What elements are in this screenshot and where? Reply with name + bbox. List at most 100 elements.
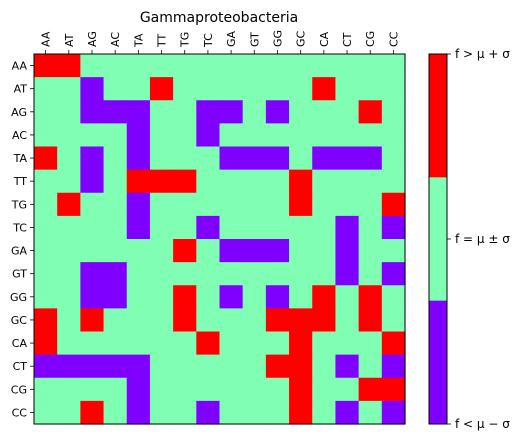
heatmap-cell-CC-GT — [242, 400, 267, 425]
heatmap-cell-GG-TT — [149, 285, 174, 309]
y-tick-label: TG — [11, 198, 27, 211]
heatmap-cell-GG-CC — [381, 285, 406, 309]
heatmap-cell-CG-CC — [381, 377, 406, 402]
x-tick-label: GG — [271, 30, 284, 47]
heatmap-cell-TC-CG — [358, 215, 383, 240]
x-tick-label: GA — [225, 30, 238, 47]
y-tick-label: AA — [12, 60, 28, 73]
heatmap-cell-TT-TA — [126, 169, 151, 194]
heatmap-cell-AG-CG — [358, 100, 383, 124]
heatmap-cell-AC-GC — [289, 123, 313, 148]
heatmap-cell-CT-GG — [265, 354, 290, 379]
heatmap-cell-CT-GC — [289, 354, 313, 379]
heatmap-cell-TA-CC — [381, 146, 406, 171]
heatmap-cell-AC-TA — [126, 123, 151, 148]
heatmap-cell-TC-TA — [126, 215, 151, 240]
heatmap-cell-CT-CT — [335, 354, 360, 379]
heatmap-cell-CT-GT — [242, 354, 267, 379]
heatmap-frame — [33, 53, 406, 425]
heatmap-cell-CT-AG — [80, 354, 105, 379]
heatmap-cell-AA-AC — [103, 54, 128, 78]
heatmap-cell-CA-GT — [242, 331, 267, 356]
heatmap-cell-GT-GC — [289, 262, 313, 286]
heatmap-cell-CT-CG — [358, 354, 383, 379]
heatmap-cell-CG-TT — [149, 377, 174, 402]
heatmap-cell-CC-CA — [312, 400, 337, 425]
y-tick-label: AG — [11, 106, 27, 119]
heatmap-cell-AG-AC — [103, 100, 128, 124]
y-tick-label: CA — [12, 337, 28, 350]
x-tick-label: GC — [295, 30, 308, 47]
heatmap-cell-AG-CC — [381, 100, 406, 124]
heatmap-cell-CC-TA — [126, 400, 151, 425]
heatmap-cell-CG-CT — [335, 377, 360, 402]
y-tick-label: GT — [12, 268, 27, 281]
heatmap-cell-TG-TG — [173, 192, 197, 217]
heatmap-cell-AA-AA — [34, 54, 58, 78]
heatmap-cell-GA-AG — [80, 239, 105, 263]
heatmap-cell-GT-AG — [80, 262, 105, 286]
heatmap-cell-CG-GT — [242, 377, 267, 402]
heatmap-cell-TG-AT — [57, 192, 81, 217]
heatmap-cell-TA-AG — [80, 146, 105, 171]
heatmap-cell-TG-GT — [242, 192, 267, 217]
heatmap-cell-TC-GG — [265, 215, 290, 240]
heatmap-cell-GC-CA — [312, 308, 337, 333]
heatmap-cell-AC-GT — [242, 123, 267, 148]
colorbar-segment — [429, 177, 447, 302]
heatmap-cell-AT-GG — [265, 77, 290, 101]
heatmap-cell-AC-AG — [80, 123, 105, 148]
heatmap-cell-GA-CA — [312, 239, 337, 263]
heatmap-cell-TA-GA — [219, 146, 244, 171]
heatmap-cell-CC-AC — [103, 400, 128, 425]
heatmap-cell-GG-TG — [173, 285, 197, 309]
heatmap-cell-TT-GG — [265, 169, 290, 194]
heatmap-cell-TA-AA — [34, 146, 58, 171]
heatmap-cell-TT-TT — [149, 169, 174, 194]
heatmap-cell-CT-CA — [312, 354, 337, 379]
heatmap-cell-CT-TC — [196, 354, 221, 379]
heatmap-cell-TC-CT — [335, 215, 360, 240]
heatmap-cell-CG-TC — [196, 377, 221, 402]
heatmap-cell-GC-GC — [289, 308, 313, 333]
heatmap-cell-TG-CG — [358, 192, 383, 217]
heatmap-cell-TT-GT — [242, 169, 267, 194]
heatmap-cell-TG-TT — [149, 192, 174, 217]
heatmap-cell-GT-GA — [219, 262, 244, 286]
heatmap-cell-TT-TG — [173, 169, 197, 194]
heatmap-ticks: AA AT AG AC TA TT TG TC GA GT GG GC CA CT CG CC AA AT AG AC… — [10, 30, 400, 420]
colorbar: f > μ + σ f = μ ± σ f < μ − σ — [428, 47, 510, 431]
heatmap-cell-AA-TA — [126, 54, 151, 78]
heatmap-cell-GA-GT — [242, 239, 267, 263]
heatmap-cell-CA-CG — [358, 331, 383, 356]
heatmap-cell-CG-AT — [57, 377, 81, 402]
heatmap-cell-TA-TG — [173, 146, 197, 171]
heatmap-cell-AC-GA — [219, 123, 244, 148]
heatmap-cell-GG-AA — [34, 285, 58, 309]
heatmap-cell-GG-AG — [80, 285, 105, 309]
heatmap-cell-GT-CT — [335, 262, 360, 286]
heatmap-cell-GC-AG — [80, 308, 105, 333]
heatmap-cell-GC-TT — [149, 308, 174, 333]
heatmap-cell-CA-GG — [265, 331, 290, 356]
heatmap-cell-GG-TA — [126, 285, 151, 309]
heatmap-cell-CA-TT — [149, 331, 174, 356]
heatmap-cell-GA-TG — [173, 239, 197, 263]
heatmap-cell-GG-TC — [196, 285, 221, 309]
colorbar-segment — [429, 300, 447, 425]
y-tick-label: TA — [13, 152, 28, 165]
heatmap-cell-AT-AC — [103, 77, 128, 101]
heatmap-cell-GT-AC — [103, 262, 128, 286]
heatmap-cell-CC-GC — [289, 400, 313, 425]
heatmap-cell-GC-AA — [34, 308, 58, 333]
heatmap-cell-AG-GA — [219, 100, 244, 124]
heatmap-cell-CA-GC — [289, 331, 313, 356]
heatmap-cell-AG-TC — [196, 100, 221, 124]
heatmap-cell-AG-TT — [149, 100, 174, 124]
heatmap-cell-AT-TC — [196, 77, 221, 101]
heatmap-cell-GG-AT — [57, 285, 81, 309]
heatmap-cell-CC-TG — [173, 400, 197, 425]
heatmap-cell-GG-GC — [289, 285, 313, 309]
heatmap-cell-GC-TC — [196, 308, 221, 333]
x-tick-label: GT — [248, 32, 261, 47]
